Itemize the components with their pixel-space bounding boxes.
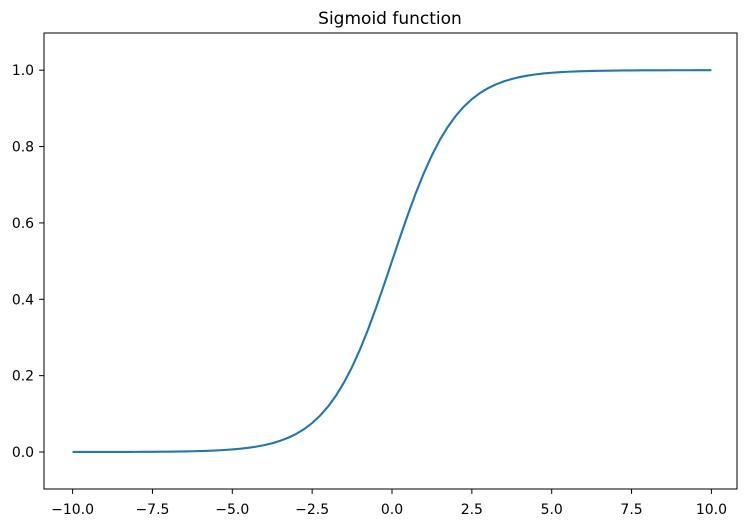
plot-border [43, 32, 738, 490]
y-tick-label: 0.8 [12, 140, 34, 156]
sigmoid-curve [72, 69, 712, 454]
y-tick-label: 0.6 [12, 216, 34, 232]
y-axis-ticks: 0.0 0.2 0.4 0.6 0.8 1.0 [12, 63, 44, 461]
chart-title: Sigmoid function [318, 9, 462, 29]
x-axis-ticks: −10.0 −7.5 −5.0 −2.5 0.0 2.5 5.0 7.5 10.0 [51, 489, 727, 518]
x-tick-label: −10.0 [51, 502, 94, 518]
x-tick-label: −7.5 [135, 502, 169, 518]
x-tick-label: 0.0 [381, 502, 403, 518]
y-tick-label: 1.0 [12, 63, 34, 79]
x-tick-label: −2.5 [295, 502, 329, 518]
y-tick-label: 0.0 [12, 445, 34, 461]
y-tick-label: 0.2 [12, 369, 34, 385]
x-tick-label: 7.5 [620, 502, 642, 518]
x-tick-label: 2.5 [461, 502, 483, 518]
x-tick-label: 5.0 [541, 502, 563, 518]
x-tick-label: 10.0 [696, 502, 727, 518]
y-tick-label: 0.4 [12, 292, 34, 308]
x-tick-label: −5.0 [215, 502, 249, 518]
